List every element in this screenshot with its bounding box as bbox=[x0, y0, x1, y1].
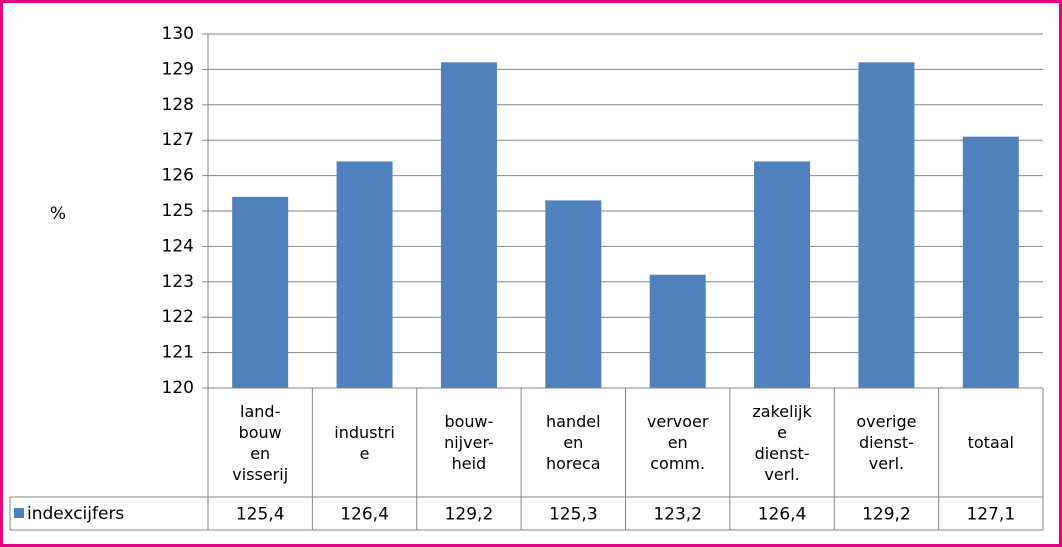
y-tick-label: 125 bbox=[162, 201, 194, 221]
data-label: 126,4 bbox=[758, 505, 807, 525]
y-tick-label: 129 bbox=[162, 59, 194, 79]
y-tick-label: 127 bbox=[162, 130, 194, 150]
x-tick-label: industri e bbox=[334, 422, 395, 463]
bar bbox=[336, 161, 393, 388]
y-tick-label: 124 bbox=[162, 236, 194, 256]
y-tick-label: 128 bbox=[162, 95, 194, 115]
bar bbox=[649, 274, 706, 388]
x-tick-label: totaal bbox=[967, 433, 1014, 452]
x-tick-label: vervoer en comm. bbox=[646, 412, 709, 473]
x-tick-label: handel en horeca bbox=[546, 412, 601, 473]
data-label: 125,4 bbox=[236, 505, 285, 525]
y-tick-label: 122 bbox=[162, 307, 194, 327]
y-tick-label: 130 bbox=[162, 24, 194, 44]
legend-label: indexcijfers bbox=[27, 504, 124, 524]
y-tick-label: 121 bbox=[162, 343, 194, 363]
bar bbox=[754, 161, 811, 388]
data-label: 126,4 bbox=[340, 505, 389, 525]
bar bbox=[962, 136, 1019, 388]
data-label: 129,2 bbox=[862, 505, 911, 525]
x-tick-label: zakelijk e dienst- verl. bbox=[752, 401, 812, 484]
bar bbox=[232, 196, 289, 388]
data-label: 123,2 bbox=[653, 505, 702, 525]
y-tick-label: 120 bbox=[162, 378, 194, 398]
legend-swatch bbox=[14, 508, 24, 518]
data-label: 129,2 bbox=[445, 505, 494, 525]
bar bbox=[440, 62, 497, 388]
data-label: 125,3 bbox=[549, 505, 598, 525]
x-tick-label: bouw- nijver- heid bbox=[444, 412, 494, 473]
y-axis-label: % bbox=[50, 204, 66, 224]
y-tick-label: 126 bbox=[162, 166, 194, 186]
x-tick-label: overige dienst- verl. bbox=[856, 412, 917, 473]
bar bbox=[545, 200, 602, 388]
data-label: 127,1 bbox=[966, 505, 1015, 525]
y-tick-label: 123 bbox=[162, 272, 194, 292]
x-tick-label: land- bouw en visserij bbox=[232, 401, 289, 484]
bar bbox=[858, 62, 915, 388]
